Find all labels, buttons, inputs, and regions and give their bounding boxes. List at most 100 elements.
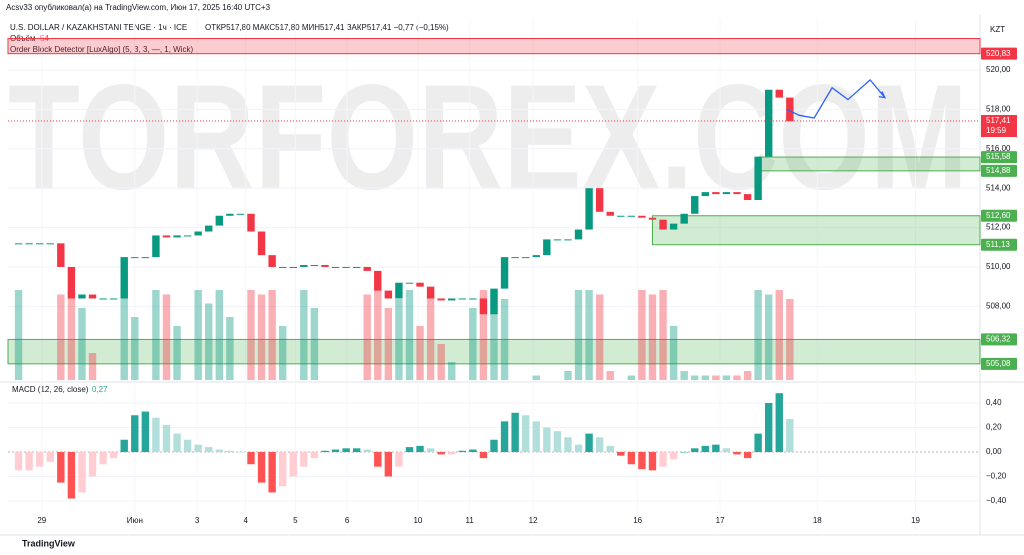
macd-bar [669,451,678,460]
macd-bar [14,451,23,471]
candle [511,257,519,259]
indicator: Order Block Detector [LuxAlgo] (5, 3, 3,… [10,45,194,54]
macd-bar [363,449,371,452]
candle [659,219,667,230]
candle [131,257,139,259]
macd-bar [131,415,139,452]
x-tick-label: Июн [127,516,143,525]
macd-bar [606,445,614,452]
candle [521,257,530,259]
volume-bar [701,375,710,380]
macd-bar [500,421,509,452]
candle [448,298,456,301]
candle [722,192,731,195]
macd-bar [490,439,498,452]
volume-bar [14,290,23,380]
candle [67,266,76,299]
macd-bar [321,450,329,452]
candle [278,266,287,268]
candle [627,215,636,217]
candle [701,192,710,197]
macd-bar [215,449,224,452]
macd-bar [257,451,266,483]
macd-bar [585,433,593,452]
candle [764,89,773,157]
macd-bar [469,449,477,452]
macd-bar [659,451,667,467]
macd-bar [627,451,636,465]
brand: TradingView [22,538,76,548]
candle [479,298,488,315]
macd-tick-label: −0,20 [986,472,1007,481]
macd-bar [405,447,414,452]
y-tick-label: 512,00 [986,223,1011,232]
macd-bar [553,431,562,452]
volume-bar [257,294,266,380]
macd-bar [733,451,741,455]
price-label-bg [981,151,1017,164]
volume-bar [78,308,86,380]
macd-bar [775,393,783,452]
x-tick-label: 19 [911,516,920,525]
volume-bar [215,290,224,380]
volume-bar [500,299,509,380]
candle [173,235,181,238]
macd-bar [479,451,488,459]
price-label: 512,60 [986,211,1011,220]
candle [310,264,319,266]
macd-bar [236,451,245,453]
volume-bar [162,294,171,380]
macd-bar [300,451,308,467]
macd-bar [448,451,456,455]
candle [205,225,213,232]
macd-bar [521,415,530,452]
candle [99,298,107,300]
volume-bar [743,371,752,380]
macd-bar [247,451,255,465]
volume-bar [268,290,276,380]
y-tick-label: 520,00 [986,65,1011,74]
candle [46,243,54,245]
macd-bar [617,451,625,456]
candle [416,282,424,287]
volume-bar [775,290,783,380]
candle [395,282,403,299]
volume-bar [226,317,234,380]
x-tick-label: 6 [345,516,350,525]
macd-bar [99,451,107,465]
candle [669,223,678,230]
x-tick-label: 29 [37,516,46,525]
ohlc: ОТКР517,80 МАКС517,80 МИН517,41 ЗАКР517,… [205,23,449,32]
x-tick-label: 4 [243,516,248,525]
macd-bar [638,451,646,470]
x-tick-label: 10 [413,516,422,525]
macd-bar [574,444,583,452]
order-block [757,156,981,172]
macd-tick-label: 0,00 [986,447,1002,456]
forecast-line [786,78,886,119]
currency: KZT [990,25,1005,34]
forecast-arrow [878,91,887,99]
price-label-bg [981,333,1017,346]
candle [553,239,562,241]
candle [384,290,393,299]
macd-bar [162,425,171,452]
macd-bar [46,451,54,462]
candle [606,211,614,216]
volume-bar [57,294,65,380]
macd-bar [786,418,794,452]
macd-bar [543,427,551,452]
volume-bar [722,375,731,380]
candle [331,266,340,268]
macd-bar [374,451,382,467]
candle [405,282,414,284]
x-tick-label: 16 [633,516,642,525]
y-tick-label: 516,00 [986,144,1011,153]
volume-bar [384,308,393,380]
macd-bar [595,437,604,452]
candle [458,298,467,300]
x-tick-label: 3 [195,516,200,525]
volume-bar [680,371,688,380]
macd-bar [331,449,340,452]
macd-bar [88,451,97,477]
